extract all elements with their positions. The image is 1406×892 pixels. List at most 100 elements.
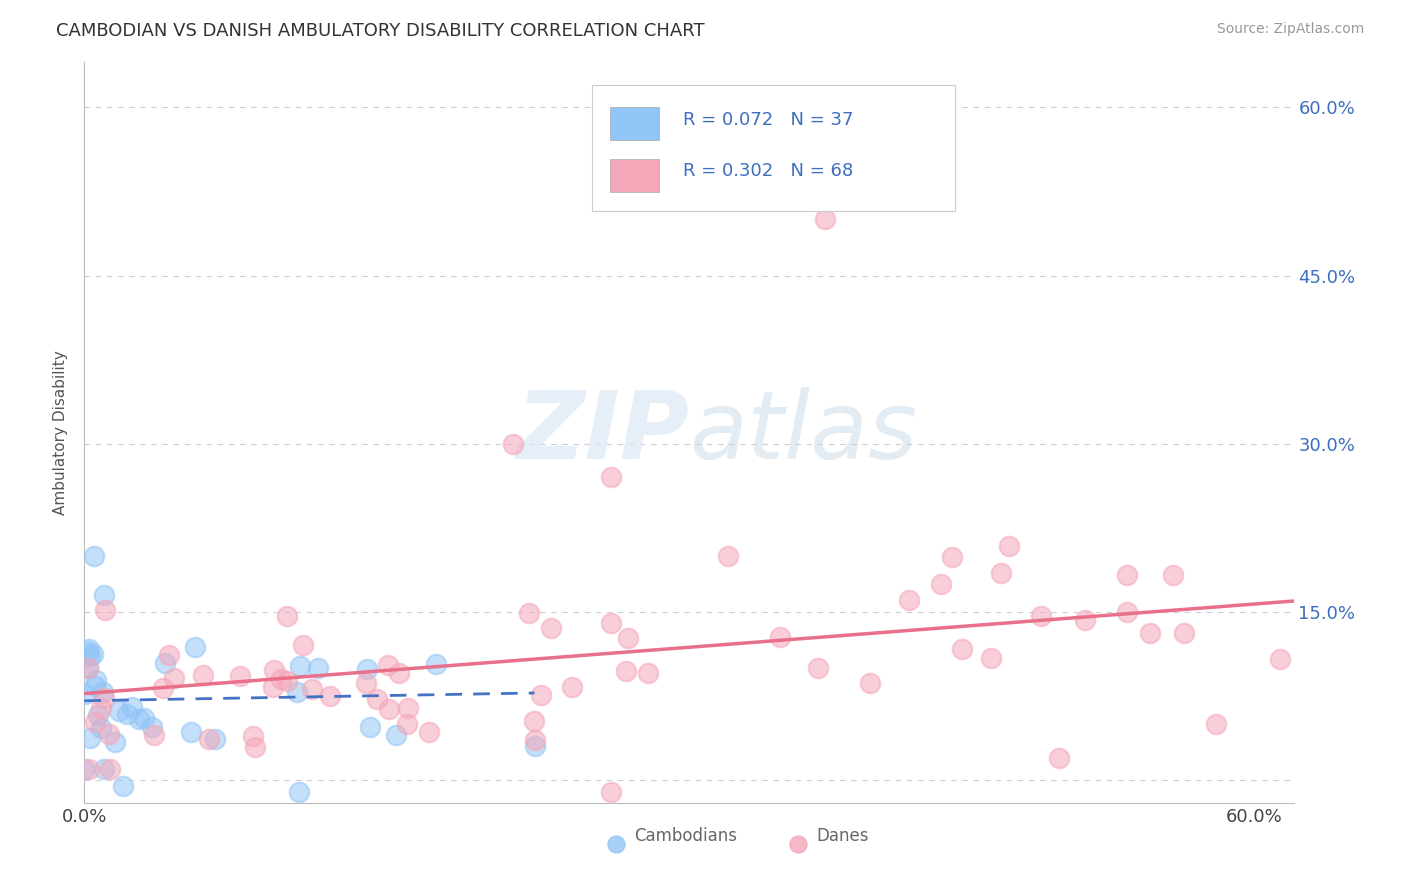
Point <box>98 762 121 776</box>
Point <box>396 717 419 731</box>
Point <box>807 661 830 675</box>
Point <box>990 566 1012 581</box>
Point <box>77 641 100 656</box>
Point <box>388 665 411 680</box>
Point <box>1205 717 1227 731</box>
Point <box>502 437 524 451</box>
Point <box>1116 605 1139 619</box>
FancyBboxPatch shape <box>610 107 659 140</box>
Text: R = 0.302   N = 68: R = 0.302 N = 68 <box>683 162 853 180</box>
Point <box>307 661 329 675</box>
Point <box>77 645 100 659</box>
Point <box>93 588 115 602</box>
Point <box>637 665 659 680</box>
Point <box>93 762 115 776</box>
Point <box>600 616 623 631</box>
Point <box>90 721 112 735</box>
Point <box>768 630 790 644</box>
Point <box>94 603 117 617</box>
Point <box>396 701 419 715</box>
Point <box>980 651 1002 665</box>
Point <box>276 674 298 689</box>
Point <box>287 685 309 699</box>
Point <box>288 784 311 798</box>
Point <box>79 649 101 664</box>
Point <box>270 673 292 687</box>
Text: Cambodians: Cambodians <box>634 827 738 845</box>
Y-axis label: Ambulatory Disability: Ambulatory Disability <box>53 351 69 515</box>
Point <box>229 669 252 683</box>
Point <box>600 784 623 798</box>
Point <box>262 680 284 694</box>
Point <box>561 680 583 694</box>
Point <box>859 675 882 690</box>
Point <box>354 676 377 690</box>
Point <box>243 740 266 755</box>
Point <box>198 731 221 746</box>
Point <box>79 731 101 745</box>
Point <box>128 712 150 726</box>
Point <box>83 549 105 563</box>
Point <box>998 539 1021 553</box>
Point <box>77 661 100 675</box>
Point <box>717 549 740 563</box>
FancyBboxPatch shape <box>610 159 659 192</box>
Point <box>73 762 96 776</box>
Point <box>1073 613 1095 627</box>
Point <box>84 714 107 729</box>
Point <box>90 700 112 714</box>
Point <box>83 679 105 693</box>
Text: Danes: Danes <box>815 827 869 845</box>
Point <box>359 720 381 734</box>
Point <box>193 667 215 681</box>
Point <box>319 690 342 704</box>
Text: Source: ZipAtlas.com: Source: ZipAtlas.com <box>1216 22 1364 37</box>
Point <box>600 470 623 484</box>
Point <box>941 550 963 565</box>
Point <box>540 621 562 635</box>
Point <box>132 711 155 725</box>
Point <box>1161 568 1184 582</box>
Point <box>366 692 388 706</box>
Text: ZIP: ZIP <box>516 386 689 479</box>
Point <box>152 681 174 695</box>
Point <box>418 725 440 739</box>
Point <box>1049 751 1071 765</box>
Point <box>108 704 131 718</box>
Point <box>614 664 637 678</box>
Point <box>121 700 143 714</box>
Point <box>1139 625 1161 640</box>
Point <box>93 691 115 706</box>
Point <box>276 609 298 624</box>
Text: R = 0.072   N = 37: R = 0.072 N = 37 <box>683 111 853 128</box>
FancyBboxPatch shape <box>592 85 955 211</box>
Point <box>77 661 100 675</box>
Point <box>523 739 546 753</box>
Point <box>204 732 226 747</box>
Text: atlas: atlas <box>689 387 917 478</box>
Point <box>931 835 953 849</box>
Point <box>183 640 205 654</box>
Point <box>952 641 974 656</box>
Point <box>378 702 401 716</box>
Point <box>524 733 547 747</box>
Point <box>77 762 100 776</box>
Point <box>292 638 315 652</box>
Point <box>163 671 186 685</box>
Point <box>1173 625 1195 640</box>
Point <box>143 728 166 742</box>
Point <box>84 673 107 687</box>
Point <box>87 708 110 723</box>
Point <box>153 656 176 670</box>
Point <box>425 657 447 672</box>
Point <box>82 647 104 661</box>
Point <box>377 658 399 673</box>
Point <box>517 607 540 621</box>
Point <box>1268 651 1291 665</box>
Point <box>616 631 638 645</box>
Point <box>530 689 553 703</box>
Point <box>157 648 180 662</box>
Point <box>141 720 163 734</box>
Point <box>814 212 837 227</box>
Point <box>180 725 202 739</box>
